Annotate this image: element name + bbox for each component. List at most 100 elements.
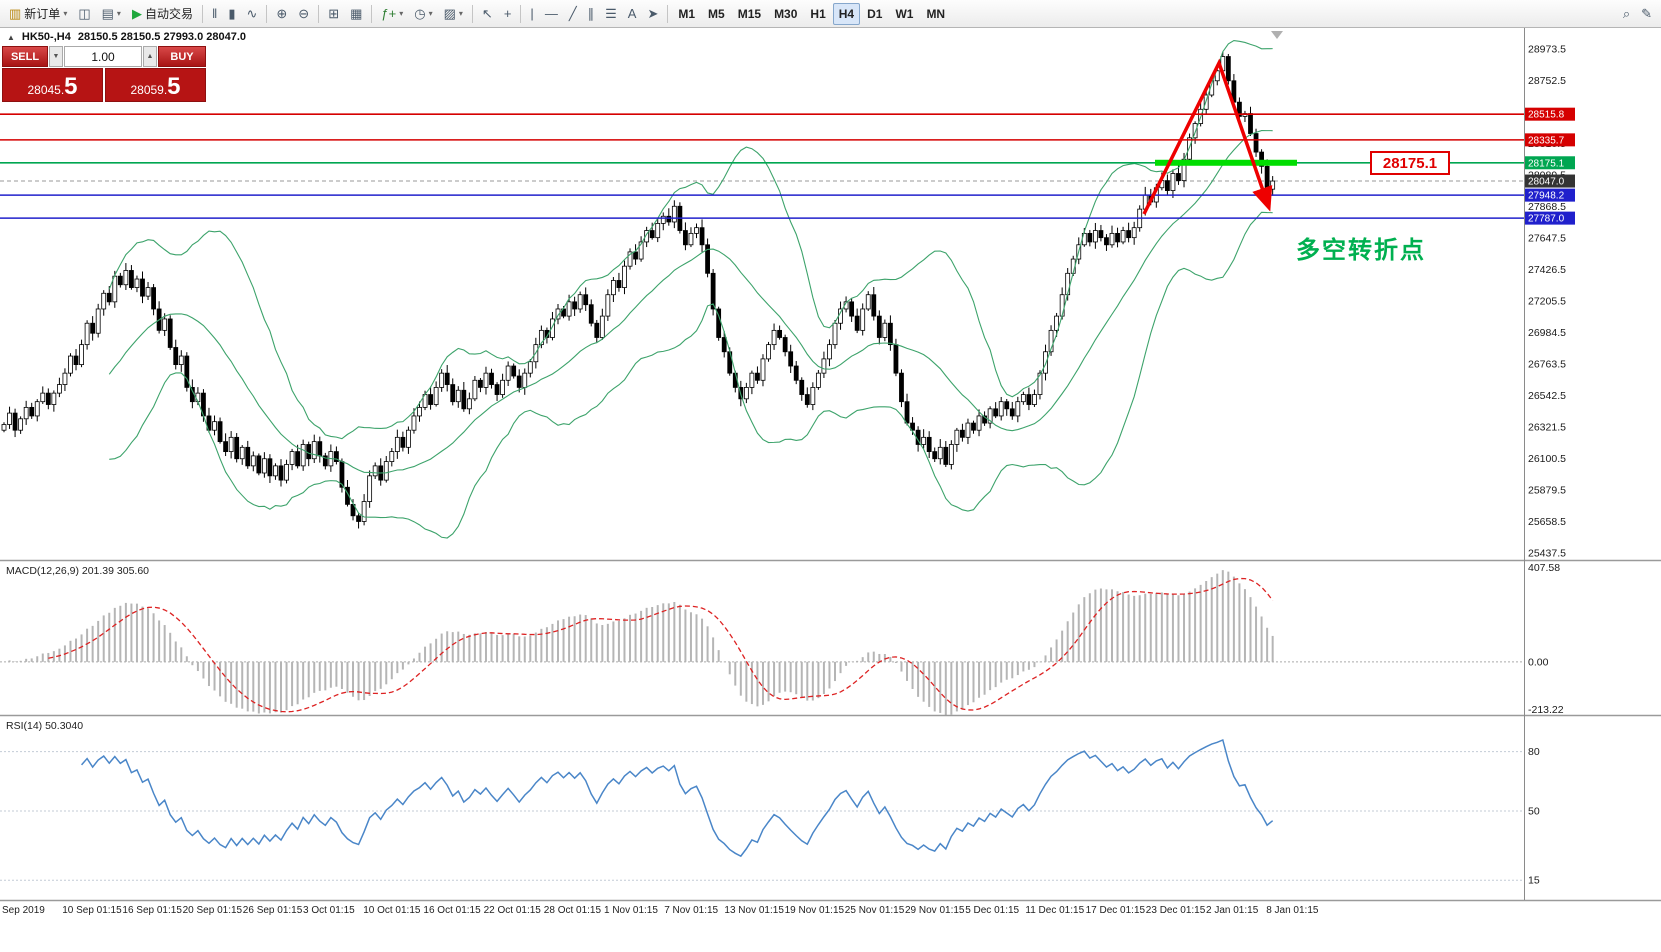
horizontal-line-icon[interactable]: — xyxy=(540,3,563,25)
chart-shift-marker[interactable] xyxy=(1271,31,1283,39)
candle-body xyxy=(23,406,29,420)
periods-button[interactable]: ◷ ▾ xyxy=(409,3,437,25)
vertical-line-icon[interactable]: | xyxy=(525,3,538,25)
volume-increase-button[interactable]: ▲ xyxy=(143,46,157,67)
reversal-arrow[interactable] xyxy=(1142,58,1273,215)
indicators-button[interactable]: ƒ+ ▾ xyxy=(376,3,408,25)
timeframe-d1-button[interactable]: D1 xyxy=(861,3,888,25)
candle-body xyxy=(688,232,694,246)
zoom-out-icon[interactable]: ⊖ xyxy=(293,3,314,25)
candle-body xyxy=(1270,180,1276,190)
candle-body xyxy=(1109,232,1115,246)
timeframe-mn-button[interactable]: MN xyxy=(920,3,951,25)
candle-body xyxy=(1192,123,1198,139)
autotrading-button[interactable]: ▶ 自动交易 xyxy=(127,3,198,25)
timeframe-h1-button[interactable]: H1 xyxy=(804,3,831,25)
collapse-icon[interactable]: ▲ xyxy=(7,32,15,42)
text-icon[interactable]: A xyxy=(623,3,642,25)
timeframe-m5-button[interactable]: M5 xyxy=(702,3,731,25)
price-axis-label-box xyxy=(1525,211,1575,225)
cursor-icon: ↖ xyxy=(481,6,493,21)
candle-body xyxy=(1009,408,1015,417)
candle-body xyxy=(644,230,650,243)
toolbar-separator xyxy=(266,4,268,23)
edit-icon[interactable]: ✎ xyxy=(1636,3,1657,25)
price-annotation-box[interactable]: 28175.1 xyxy=(1370,151,1450,175)
candle-body xyxy=(899,372,904,403)
timeframe-m15-button[interactable]: M15 xyxy=(732,3,767,25)
candle-body xyxy=(760,358,766,381)
profiles-icon[interactable]: ▤ ▾ xyxy=(97,3,126,25)
time-axis-label: 3 Oct 01:15 xyxy=(303,905,355,916)
buy-price-main: 28059. xyxy=(130,83,168,97)
volume-decrease-button[interactable]: ▼ xyxy=(49,46,63,67)
toolbar-separator xyxy=(318,4,320,23)
cascade-windows-icon[interactable]: ▦ xyxy=(345,3,367,25)
macd-pane[interactable] xyxy=(0,570,1524,716)
volume-input[interactable]: 1.00 xyxy=(64,46,142,67)
chart-window-icon[interactable]: ◫ xyxy=(73,3,95,25)
candle-body xyxy=(389,451,395,462)
candle-body xyxy=(250,455,256,467)
candle-body xyxy=(472,379,478,400)
macd-axis-label: 0.00 xyxy=(1528,656,1549,668)
sell-price-display[interactable]: 28045. 5 xyxy=(2,68,103,102)
candle-body xyxy=(838,308,843,324)
main-chart-pane[interactable] xyxy=(0,39,1524,539)
line-chart-icon[interactable]: ∿ xyxy=(241,3,262,25)
candle-body xyxy=(550,318,555,338)
candle-body xyxy=(932,451,938,460)
rsi-pane[interactable] xyxy=(0,738,1524,881)
search-icon[interactable]: ⌕ xyxy=(1618,3,1635,25)
toolbar-button-label: M5 xyxy=(708,6,725,21)
candle-body xyxy=(212,421,217,431)
trade-widget-top-row: SELL ▼ 1.00 ▲ BUY xyxy=(2,46,206,67)
candle-body xyxy=(1059,294,1065,317)
candle-body xyxy=(1126,230,1132,239)
time-axis-label: 5 Dec 01:15 xyxy=(965,905,1019,916)
trendline-icon[interactable]: ╱ xyxy=(564,3,582,25)
timeframe-m1-button[interactable]: M1 xyxy=(672,3,701,25)
timeframe-m30-button[interactable]: M30 xyxy=(768,3,803,25)
time-axis-label: 2 Jan 01:15 xyxy=(1206,905,1259,916)
cursor-icon[interactable]: ↖ xyxy=(477,3,498,25)
candle-body xyxy=(394,436,400,453)
price-tick-label: 28973.5 xyxy=(1528,43,1566,55)
toolbar-button-label: M1 xyxy=(678,6,696,21)
templates-button[interactable]: ▨ ▾ xyxy=(439,3,468,25)
candle-body xyxy=(594,322,600,338)
candle-body xyxy=(882,322,888,338)
buy-button[interactable]: BUY xyxy=(158,46,206,67)
candle-body xyxy=(1259,151,1264,167)
sell-button[interactable]: SELL xyxy=(2,46,48,67)
zoom-in-icon[interactable]: ⊕ xyxy=(271,3,292,25)
thick-green-trendline[interactable] xyxy=(1155,159,1297,166)
new-order-button[interactable]: ▥ 新订单 ▾ xyxy=(4,3,72,25)
candle-body xyxy=(62,372,68,385)
time-axis-label: Sep 2019 xyxy=(2,905,45,916)
buy-price-display[interactable]: 28059. 5 xyxy=(105,68,206,102)
toolbar-button-label: H1 xyxy=(810,6,826,21)
crosshair-icon[interactable]: + xyxy=(499,3,517,25)
candle-body xyxy=(406,429,411,448)
fibonacci-icon[interactable]: ☰ xyxy=(600,3,622,25)
candle-body xyxy=(960,429,965,438)
crosshair-icon: + xyxy=(503,6,512,21)
candle-body xyxy=(954,429,960,445)
timeframe-w1-button[interactable]: W1 xyxy=(889,3,919,25)
candle-body xyxy=(1020,394,1026,403)
bollinger-middle-band xyxy=(108,129,1273,474)
tile-windows-icon[interactable]: ⊞ xyxy=(323,3,344,25)
bar-chart-icon[interactable]: ‖ xyxy=(207,3,222,25)
candlestick-chart-icon[interactable]: ▮ xyxy=(223,3,240,25)
arrows-icon[interactable]: ➤ xyxy=(642,3,663,25)
time-axis-label: 11 Dec 01:15 xyxy=(1025,905,1084,916)
candle-body xyxy=(1264,165,1270,190)
cn-annotation-text[interactable]: 多空转折点 xyxy=(1296,237,1426,264)
timeframe-h4-button[interactable]: H4 xyxy=(832,2,861,25)
candle-body xyxy=(273,465,278,477)
candle-body xyxy=(871,294,877,317)
channel-icon[interactable]: ∥ xyxy=(583,3,600,25)
candle-body xyxy=(206,415,212,431)
